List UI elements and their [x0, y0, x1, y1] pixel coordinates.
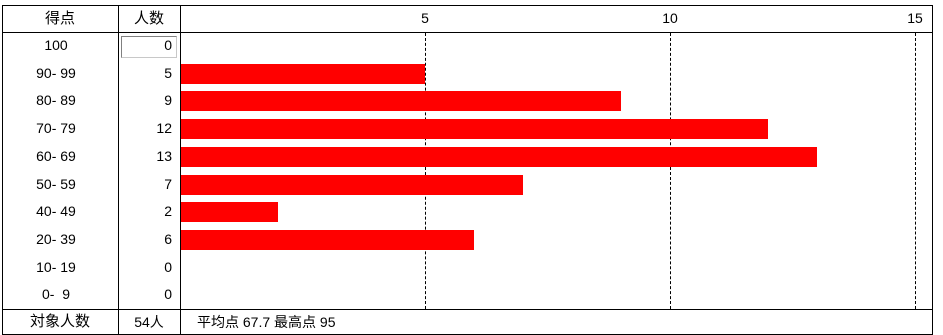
score-range-label: 90- 99 — [36, 64, 76, 81]
column-divider-count — [180, 5, 181, 334]
count-value: 9 — [164, 92, 172, 109]
count-value: 0 — [164, 286, 172, 303]
column-divider-score — [118, 5, 119, 334]
x-tick-label: 15 — [907, 10, 923, 26]
bar — [181, 63, 425, 84]
count-value: 0 — [164, 258, 172, 275]
count-value: 7 — [164, 175, 172, 192]
bar — [181, 174, 523, 195]
score-range-label: 80- 89 — [36, 92, 76, 109]
total-count-label: 対象人数 — [29, 313, 90, 330]
score-range-label: 100 — [44, 37, 68, 53]
count-value: 5 — [164, 64, 172, 81]
bar — [181, 119, 768, 140]
score-range-label: 10- 19 — [36, 258, 76, 275]
count-value: 0 — [164, 37, 172, 53]
gridline — [915, 33, 916, 309]
x-tick-label: 5 — [421, 10, 429, 26]
count-column-header: 人数 — [133, 10, 164, 27]
score-range-label: 40- 49 — [36, 203, 76, 220]
gridline — [670, 33, 671, 309]
bar — [181, 202, 278, 223]
score-column-header: 得点 — [44, 10, 75, 27]
bar — [181, 146, 817, 167]
score-range-label: 50- 59 — [36, 175, 76, 192]
bar — [181, 229, 474, 250]
score-range-label: 60- 69 — [36, 147, 76, 164]
bar — [181, 91, 621, 112]
selected-cell-highlight — [121, 36, 177, 58]
count-value: 13 — [156, 147, 172, 164]
gridline — [425, 33, 426, 309]
total-count-value: 54人 — [134, 314, 164, 330]
score-range-label: 70- 79 — [36, 120, 76, 137]
score-range-label: 0- 9 — [41, 286, 70, 303]
summary-text: 平均点 67.7 最高点 95 — [197, 314, 336, 330]
header-divider — [2, 32, 932, 33]
count-value: 6 — [164, 230, 172, 247]
score-range-label: 20- 39 — [36, 230, 76, 247]
x-tick-label: 10 — [662, 10, 678, 26]
count-value: 12 — [156, 120, 172, 137]
count-value: 2 — [164, 203, 172, 220]
footer-divider — [2, 309, 932, 310]
